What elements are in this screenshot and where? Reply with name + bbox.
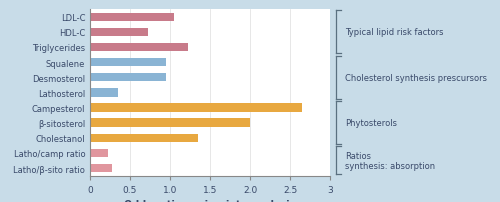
Text: Typical lipid risk factors: Typical lipid risk factors [345,28,444,37]
Bar [90,119,250,127]
Bar [90,164,112,172]
Text: Cholesterol synthesis prescursors: Cholesterol synthesis prescursors [345,73,487,82]
Bar [90,74,166,82]
Bar [90,149,108,157]
Bar [90,28,148,37]
Text: Phytosterols: Phytosterols [345,119,397,127]
Bar [90,44,188,52]
X-axis label: Odds ratios univariate analysis: Odds ratios univariate analysis [124,199,296,202]
Text: Ratios
synthesis: absorption: Ratios synthesis: absorption [345,151,435,170]
Bar [90,104,302,112]
Bar [90,14,174,22]
Bar [90,134,198,142]
Bar [90,89,118,97]
Bar [90,59,166,67]
